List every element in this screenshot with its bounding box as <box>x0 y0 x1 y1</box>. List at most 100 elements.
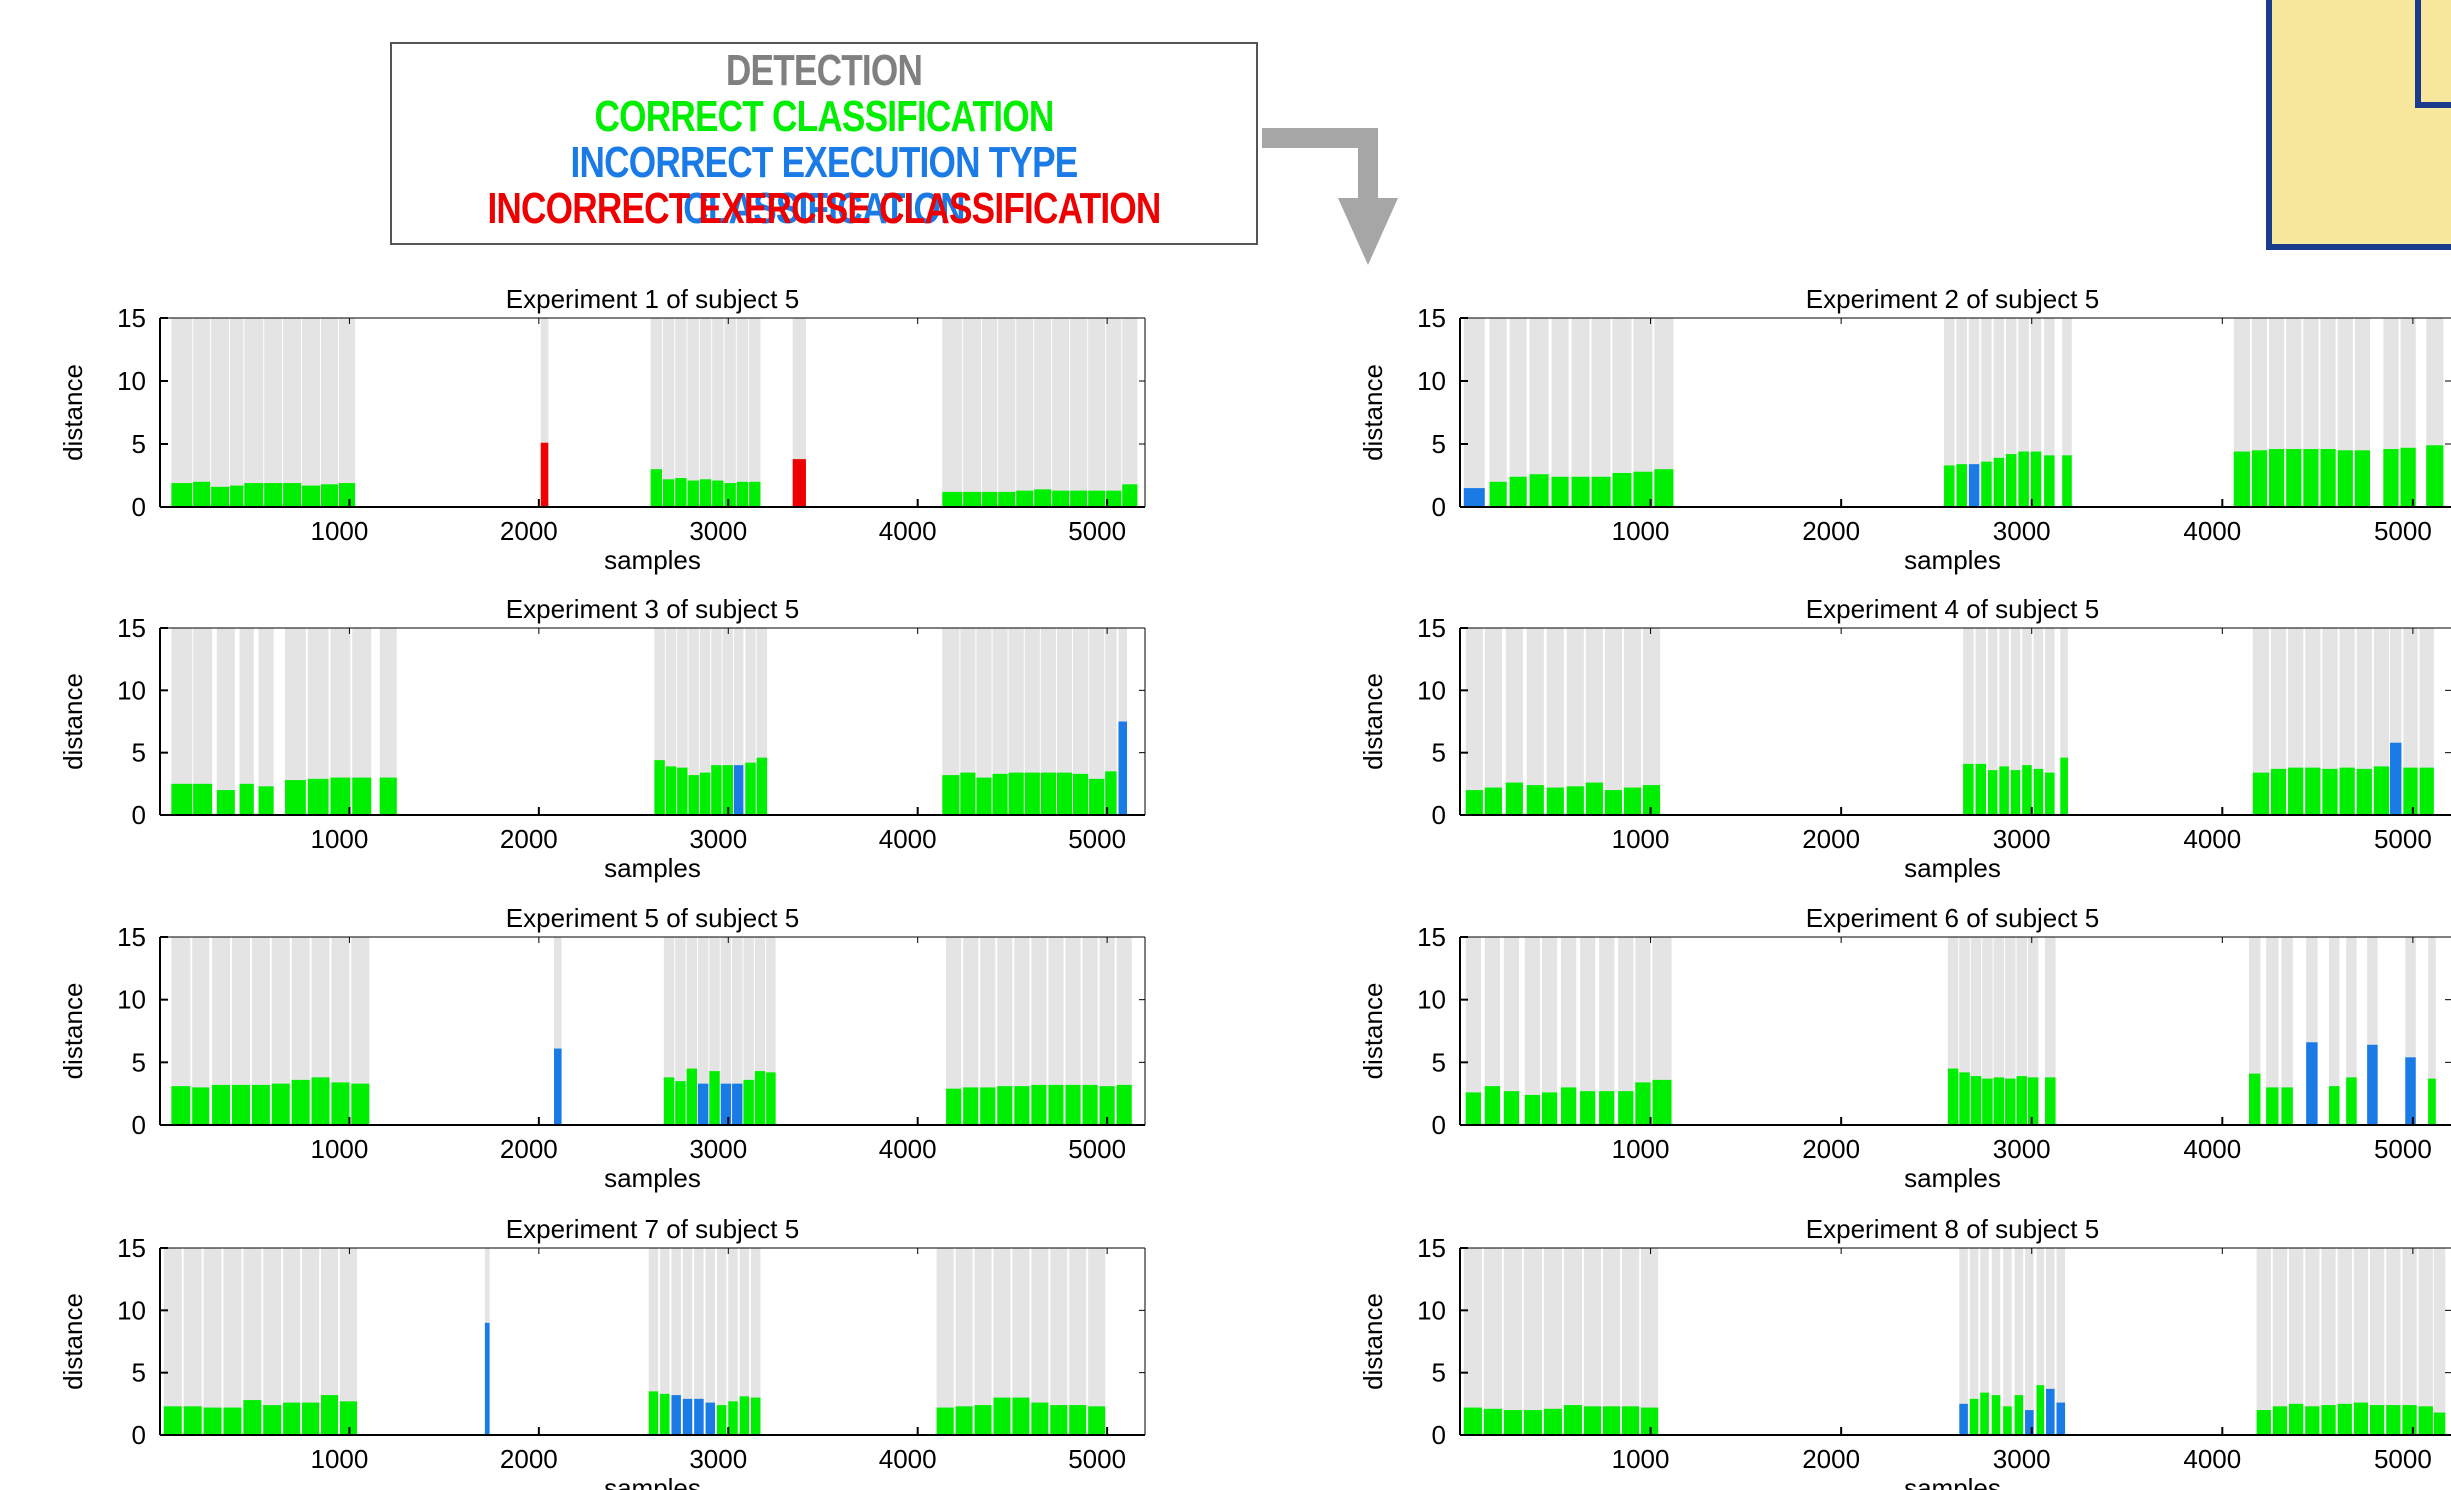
bar <box>654 760 665 815</box>
bar <box>2383 449 2399 507</box>
bar <box>712 480 724 507</box>
detection-window <box>1563 1248 1582 1435</box>
bar <box>1585 782 1603 815</box>
detection-window <box>2046 1248 2055 1435</box>
bar <box>2339 767 2355 815</box>
bar <box>1635 1082 1651 1125</box>
detection-window <box>665 628 677 815</box>
detection-window <box>743 937 754 1125</box>
bar <box>722 765 734 815</box>
bar <box>1116 1084 1132 1125</box>
y-tick-label: 15 <box>1417 303 1446 333</box>
detection-window <box>1069 1248 1087 1435</box>
y-axis-label: distance <box>1358 1293 1388 1390</box>
bar <box>1551 476 1569 507</box>
bar <box>997 1086 1013 1125</box>
detection-window <box>352 628 372 815</box>
detection-window <box>1993 318 2005 507</box>
bar <box>331 1082 350 1125</box>
detection-window <box>942 628 960 815</box>
detection-window <box>1993 937 2005 1125</box>
bar <box>258 786 274 815</box>
detection-window <box>662 318 675 507</box>
bar <box>709 1071 720 1125</box>
detection-window <box>1523 1248 1542 1435</box>
detection-window <box>1612 318 1632 507</box>
x-tick-label: 5000 <box>2374 824 2432 854</box>
bar <box>1484 1086 1501 1125</box>
detection-window <box>379 628 397 815</box>
detection-window <box>660 1248 670 1435</box>
detection-window <box>716 1248 727 1435</box>
bar <box>745 762 756 815</box>
bar <box>1975 763 1986 815</box>
x-tick-label: 4000 <box>2183 1134 2241 1164</box>
detection-window <box>1483 1248 1502 1435</box>
detection-window <box>285 628 306 815</box>
detection-window <box>1959 1248 1968 1435</box>
bar <box>2248 1073 2261 1125</box>
detection-window <box>1618 937 1634 1125</box>
chart-title: Experiment 4 of subject 5 <box>1806 594 2099 624</box>
bar <box>963 1087 979 1125</box>
y-tick-label: 5 <box>1432 1047 1446 1077</box>
detection-window <box>1975 628 1986 815</box>
detection-window <box>1465 937 1481 1125</box>
detection-window <box>1604 628 1622 815</box>
detection-window <box>2030 318 2042 507</box>
detection-window <box>1571 318 1590 507</box>
bar <box>1523 1410 1542 1435</box>
detection-window <box>694 1248 704 1435</box>
bar <box>211 486 230 507</box>
x-tick-label: 1000 <box>311 1444 369 1474</box>
bar <box>1048 1084 1064 1125</box>
bar <box>1529 474 1549 507</box>
bar <box>2252 772 2269 815</box>
detection-window <box>2329 937 2340 1125</box>
detection-window <box>2353 1248 2369 1435</box>
bar <box>677 767 688 815</box>
x-tick-label: 3000 <box>1993 516 2051 546</box>
bar <box>283 1402 301 1435</box>
bar <box>1543 1408 1562 1435</box>
bar <box>1963 763 1974 815</box>
detection-window <box>1529 318 1549 507</box>
bar <box>1031 1084 1047 1125</box>
bar <box>665 766 677 815</box>
y-axis-label: distance <box>58 1293 88 1390</box>
bar <box>321 1395 339 1435</box>
detection-window <box>2010 628 2021 815</box>
x-tick-label: 2000 <box>1802 516 1860 546</box>
x-tick-label: 1000 <box>1612 516 1670 546</box>
bar <box>2418 1406 2433 1435</box>
y-tick-label: 15 <box>117 922 146 952</box>
x-tick-label: 1000 <box>311 1134 369 1164</box>
x-tick-label: 2000 <box>500 824 558 854</box>
detection-window <box>1981 318 1992 507</box>
x-tick-label: 4000 <box>2183 1444 2241 1474</box>
bar <box>2056 1402 2066 1435</box>
detection-window <box>1580 937 1596 1125</box>
detection-window <box>1551 318 1569 507</box>
x-tick-label: 1000 <box>1612 1444 1670 1474</box>
detection-window <box>540 318 549 507</box>
bar <box>330 777 351 815</box>
detection-window <box>193 318 211 507</box>
detection-window <box>1099 937 1115 1125</box>
detection-window <box>976 628 992 815</box>
bar <box>1993 1077 2005 1125</box>
legend-correct: CORRECT CLASSIFICATION <box>594 92 1055 141</box>
detection-window <box>982 318 998 507</box>
y-tick-label: 0 <box>132 1420 146 1450</box>
detection-window <box>1509 318 1527 507</box>
corner-panel-inner <box>2415 0 2451 108</box>
bar <box>1463 488 1485 507</box>
detection-window <box>271 937 290 1125</box>
detection-window <box>1016 318 1034 507</box>
bar <box>339 483 356 507</box>
detection-window <box>1052 318 1070 507</box>
y-axis-label: distance <box>1358 983 1388 1080</box>
detection-window <box>2036 1248 2045 1435</box>
bar <box>2016 1076 2027 1125</box>
detection-window <box>2256 1248 2271 1435</box>
